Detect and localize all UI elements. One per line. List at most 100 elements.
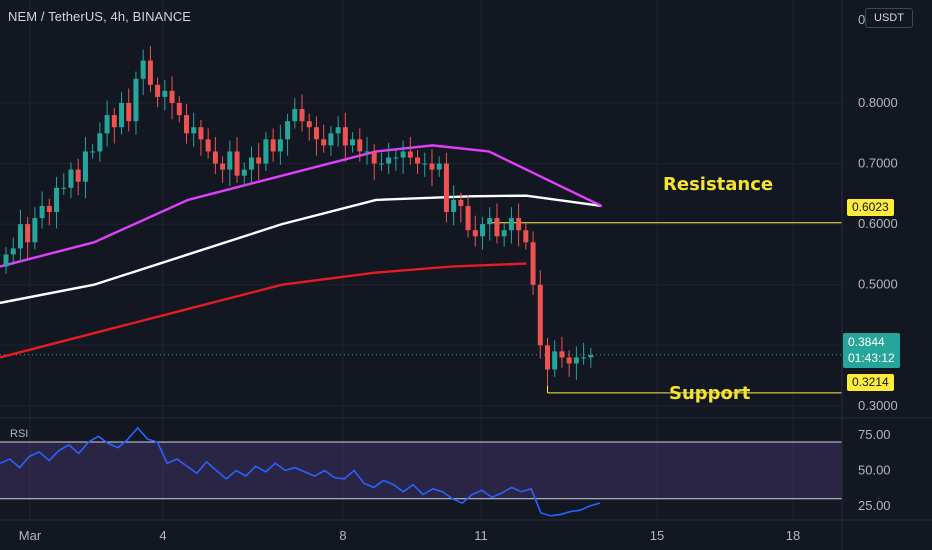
ma-fast-line bbox=[0, 144, 603, 268]
candle-body bbox=[407, 151, 413, 158]
candle-body bbox=[270, 139, 276, 152]
candle-body bbox=[537, 284, 543, 346]
price-tick-label: 0 bbox=[858, 12, 865, 27]
candle-body bbox=[285, 121, 291, 140]
candle-body bbox=[306, 121, 312, 128]
candle-body bbox=[234, 151, 240, 176]
candle-body bbox=[566, 357, 572, 364]
candle-body bbox=[140, 60, 146, 79]
last-price-tag: 0.3844 01:43:12 bbox=[843, 333, 900, 368]
candle-body bbox=[220, 163, 226, 170]
candle-body bbox=[119, 102, 125, 128]
candle-body bbox=[559, 351, 565, 358]
candle-body bbox=[176, 102, 182, 116]
rsi-tick-label: 75.00 bbox=[858, 427, 891, 442]
resistance-price-tag: 0.6023 bbox=[847, 199, 894, 216]
candle-body bbox=[248, 157, 254, 170]
candle-body bbox=[422, 163, 428, 165]
candle-body bbox=[371, 151, 377, 164]
time-tick-label: 18 bbox=[786, 528, 800, 543]
candle-body bbox=[415, 157, 421, 164]
candle-body bbox=[335, 127, 341, 134]
candle-body bbox=[256, 157, 262, 164]
candle-body bbox=[263, 139, 269, 164]
candle-body bbox=[97, 133, 103, 152]
candle-body bbox=[292, 109, 298, 122]
rsi-label[interactable]: RSI bbox=[10, 428, 29, 440]
candle-body bbox=[32, 218, 38, 243]
candle-body bbox=[523, 230, 529, 243]
candle-body bbox=[212, 151, 218, 164]
candle-body bbox=[516, 218, 522, 231]
candle-body bbox=[126, 102, 132, 122]
candle-body bbox=[313, 127, 319, 140]
candle-body bbox=[436, 163, 442, 170]
candle-body bbox=[400, 151, 406, 158]
candle-body bbox=[241, 169, 247, 176]
moving-averages bbox=[0, 144, 603, 359]
rsi-line bbox=[0, 426, 601, 517]
currency-selector[interactable]: USDT bbox=[865, 8, 913, 28]
candle-body bbox=[46, 205, 52, 213]
candle-body bbox=[191, 127, 197, 134]
time-tick-label: 11 bbox=[474, 528, 488, 543]
candle-body bbox=[494, 218, 500, 237]
candle-body bbox=[39, 205, 45, 219]
candle-body bbox=[545, 345, 550, 370]
candle-body bbox=[581, 357, 587, 359]
candle-body bbox=[90, 151, 96, 153]
time-tick-label: Mar bbox=[19, 528, 42, 543]
candle-body bbox=[61, 187, 67, 189]
candle-body bbox=[393, 157, 399, 159]
candle-body bbox=[198, 127, 204, 140]
candle-body bbox=[3, 254, 9, 267]
ma-slow-line bbox=[0, 262, 527, 359]
rsi-band bbox=[0, 442, 842, 499]
chart-grid bbox=[0, 0, 842, 520]
candle-body bbox=[501, 230, 507, 237]
candle-body bbox=[328, 133, 334, 146]
candle-body bbox=[429, 163, 435, 170]
resistance-annotation: Resistance bbox=[663, 174, 774, 195]
time-tick-label: 8 bbox=[339, 528, 346, 543]
candle-body bbox=[588, 354, 594, 358]
rsi-panel bbox=[0, 426, 842, 517]
candle-body bbox=[530, 242, 536, 285]
candlestick-series bbox=[3, 46, 594, 386]
support-annotation: Support bbox=[669, 383, 751, 404]
candle-body bbox=[458, 199, 464, 206]
candle-body bbox=[573, 357, 579, 364]
candle-body bbox=[54, 187, 60, 213]
candle-body bbox=[133, 78, 139, 122]
price-tick-label: 0.7000 bbox=[858, 156, 898, 171]
candle-body bbox=[480, 224, 486, 237]
candle-body bbox=[508, 218, 514, 231]
candle-body bbox=[25, 224, 31, 243]
candle-body bbox=[364, 151, 370, 153]
time-tick-label: 15 bbox=[650, 528, 664, 543]
candle-body bbox=[205, 139, 211, 152]
candle-body bbox=[451, 199, 457, 213]
candle-body bbox=[162, 90, 168, 97]
candle-body bbox=[378, 163, 384, 165]
candle-body bbox=[75, 169, 81, 182]
candle-body bbox=[321, 139, 327, 146]
symbol-title[interactable]: NEM / TetherUS, 4h, BINANCE bbox=[8, 9, 192, 24]
rsi-tick-label: 25.00 bbox=[858, 498, 891, 513]
candle-body bbox=[350, 139, 356, 146]
rsi-tick-label: 50.00 bbox=[858, 462, 891, 477]
candle-body bbox=[10, 248, 16, 255]
candle-body bbox=[357, 139, 363, 152]
time-tick-label: 4 bbox=[159, 528, 166, 543]
price-tick-label: 0.8000 bbox=[858, 95, 898, 110]
price-tick-label: 0.6000 bbox=[858, 216, 898, 231]
candle-body bbox=[17, 224, 23, 249]
candle-body bbox=[82, 151, 88, 182]
candle-body bbox=[552, 351, 558, 370]
candle-body bbox=[227, 151, 233, 170]
candle-body bbox=[104, 115, 110, 134]
candle-body bbox=[443, 163, 449, 213]
candle-body bbox=[472, 230, 478, 237]
candle-body bbox=[111, 115, 117, 128]
